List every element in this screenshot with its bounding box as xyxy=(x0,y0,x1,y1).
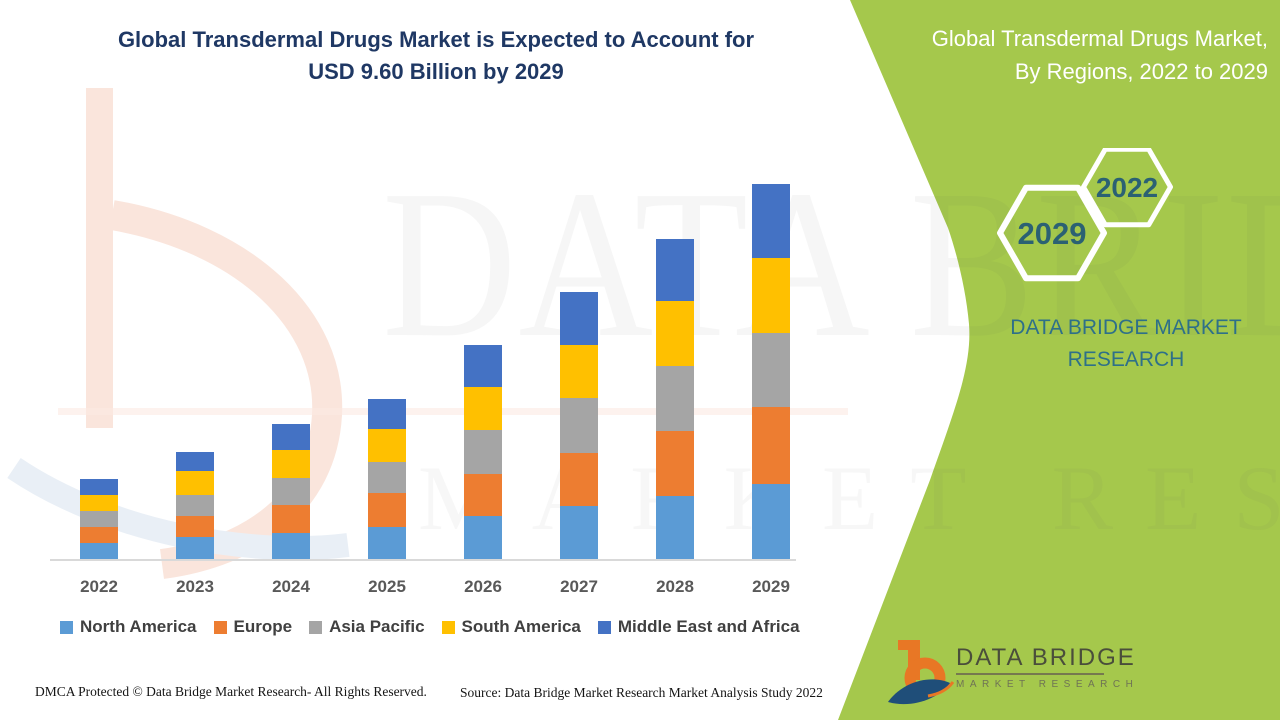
x-axis-label-2026: 2026 xyxy=(464,577,502,596)
logo-name: DATA BRIDGE xyxy=(956,644,1136,671)
dmca-notice: DMCA Protected © Data Bridge Market Rese… xyxy=(35,684,427,699)
legend-swatch-icon xyxy=(597,620,611,634)
segment-middle-east-and-africa xyxy=(560,291,598,346)
segment-middle-east-and-africa xyxy=(272,424,310,451)
segment-north-america xyxy=(176,537,214,559)
segment-south-america xyxy=(368,428,406,463)
segment-middle-east-and-africa xyxy=(656,238,694,302)
segment-south-america xyxy=(176,471,214,495)
segment-asia-pacific xyxy=(656,366,694,431)
legend: North America Europe Asia Pacific South Ame… xyxy=(60,617,840,637)
hexagon-2022-badge: 2022 xyxy=(1081,148,1173,228)
x-axis-line xyxy=(50,559,796,561)
x-axis-label-2029: 2029 xyxy=(752,577,790,596)
segment-south-america xyxy=(560,345,598,398)
bar-plot: 2022 2023 2024 2025 2026 2027 2028 2029 xyxy=(50,184,796,596)
source-note: Source: Data Bridge Market Research Mark… xyxy=(460,685,823,700)
segment-north-america xyxy=(560,505,598,559)
legend-label: Middle East and Africa xyxy=(617,617,800,636)
chart-title: Global Transdermal Drugs Market is Expec… xyxy=(60,24,812,88)
chart-title-line1: Global Transdermal Drugs Market is Expec… xyxy=(117,27,755,52)
segment-europe xyxy=(368,492,406,527)
segment-north-america xyxy=(272,532,310,559)
legend-item-europe: Europe xyxy=(213,617,293,637)
legend-swatch-icon xyxy=(441,620,455,634)
segment-middle-east-and-africa xyxy=(464,344,502,388)
x-axis-label-2025: 2025 xyxy=(368,577,406,596)
x-axis-label-2027: 2027 xyxy=(560,577,598,596)
segment-asia-pacific xyxy=(464,429,502,474)
bar-2026 xyxy=(464,344,502,559)
segment-north-america xyxy=(656,496,694,559)
segment-asia-pacific xyxy=(80,510,118,527)
segment-south-america xyxy=(80,494,118,511)
company-logo: DATA BRIDGE MARKET RESEARCH xyxy=(884,634,1184,714)
legend-item-middle-east-and-africa: Middle East and Africa xyxy=(597,617,800,637)
segment-middle-east-and-africa xyxy=(752,184,790,259)
segment-asia-pacific xyxy=(272,477,310,506)
x-axis-label-2023: 2023 xyxy=(176,577,214,596)
segment-europe xyxy=(272,505,310,533)
chart-title-line2: USD 9.60 Billion by 2029 xyxy=(308,59,564,84)
hexagon-2029-year: 2029 xyxy=(1018,216,1087,251)
sidebar-title-line2: By Regions, 2022 to 2029 xyxy=(1014,59,1268,84)
watermark-text-row1: DATA BRIDGE xyxy=(382,146,1280,381)
bar-2022 xyxy=(80,479,118,559)
segment-middle-east-and-africa xyxy=(176,451,214,472)
logo-subtitle: MARKET RESEARCH xyxy=(956,679,1139,690)
bar-2025 xyxy=(368,398,406,559)
segment-middle-east-and-africa xyxy=(80,479,118,495)
bar-2024 xyxy=(272,424,310,559)
x-axis-label-2024: 2024 xyxy=(272,577,310,596)
sidebar-title-line1: Global Transdermal Drugs Market, xyxy=(931,26,1268,51)
sidebar-brand-text: DATA BRIDGE MARKET RESEARCH xyxy=(1010,316,1242,371)
segment-south-america xyxy=(272,450,310,478)
segment-europe xyxy=(464,473,502,516)
segment-middle-east-and-africa xyxy=(368,398,406,429)
legend-label: North America xyxy=(80,617,197,636)
legend-label: South America xyxy=(461,617,581,636)
year-hexagons: 2029 2022 xyxy=(997,148,1173,282)
x-axis-label-2028: 2028 xyxy=(656,577,694,596)
sidebar-title: Global Transdermal Drugs Market, By Regi… xyxy=(876,22,1268,88)
segment-europe xyxy=(560,452,598,506)
logo-text: DATA BRIDGE MARKET RESEARCH xyxy=(956,644,1139,690)
segment-europe xyxy=(176,515,214,538)
legend-swatch-icon xyxy=(60,620,73,634)
segment-europe xyxy=(80,526,118,543)
x-axis-label-2022: 2022 xyxy=(80,577,118,596)
legend-label: Europe xyxy=(233,617,293,636)
legend-swatch-icon xyxy=(309,620,323,634)
legend-label: Asia Pacific xyxy=(329,617,425,636)
segment-europe xyxy=(752,407,790,484)
segment-asia-pacific xyxy=(176,494,214,516)
segment-north-america xyxy=(368,526,406,559)
segment-north-america xyxy=(464,515,502,559)
bar-2028 xyxy=(656,238,694,559)
legend-swatch-icon xyxy=(213,620,227,634)
segment-asia-pacific xyxy=(752,333,790,408)
bar-2027 xyxy=(560,291,598,559)
bar-2023 xyxy=(176,451,214,559)
segment-europe xyxy=(656,430,694,497)
bar-2029 xyxy=(752,184,790,559)
segment-south-america xyxy=(656,301,694,367)
segment-north-america xyxy=(80,542,118,559)
legend-item-south-america: South America xyxy=(441,617,581,637)
segment-asia-pacific xyxy=(560,397,598,453)
data-bridge-logo-icon xyxy=(888,640,954,705)
segment-north-america xyxy=(752,483,790,559)
hexagon-2029-badge: 2029 xyxy=(997,184,1107,282)
segment-south-america xyxy=(464,387,502,430)
segment-south-america xyxy=(752,258,790,334)
legend-item-north-america: North America xyxy=(60,617,197,637)
logo-rule xyxy=(956,673,1104,675)
hexagon-2022-year: 2022 xyxy=(1096,172,1158,203)
legend-item-asia-pacific: Asia Pacific xyxy=(309,617,425,637)
segment-asia-pacific xyxy=(368,462,406,493)
